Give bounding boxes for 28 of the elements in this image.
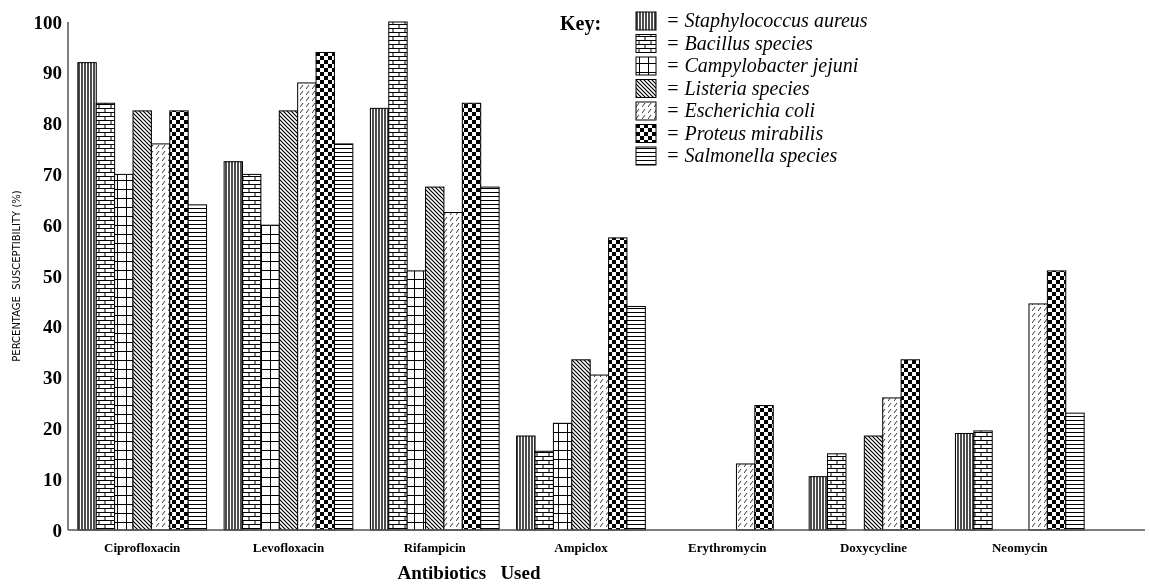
legend-label: = Campylobacter jejuni — [666, 54, 859, 77]
y-tick-label: 60 — [43, 214, 62, 236]
legend-label: = Salmonella species — [666, 144, 838, 167]
y-tick-label: 30 — [43, 367, 62, 389]
y-tick-label: 20 — [43, 418, 62, 440]
y-tick-label: 70 — [43, 164, 62, 186]
legend-label: = Escherichia coli — [666, 99, 816, 121]
legend-label: = Listeria species — [666, 76, 810, 100]
x-tick-label: Doxycycline — [839, 540, 908, 555]
y-tick-label: 80 — [43, 113, 62, 135]
legend-title: Key: — [560, 12, 602, 35]
y-axis-title: PERCENTAGE SUSCEPTIBILITY (%) — [11, 190, 22, 362]
x-axis-title: Antibiotics Used — [397, 562, 541, 583]
x-tick-label: Levofloxacin — [252, 540, 325, 555]
y-tick-label: 40 — [43, 316, 62, 338]
y-tick-label: 0 — [52, 519, 62, 541]
x-tick-label: Erythromycin — [688, 540, 768, 555]
x-tick-label: Neomycin — [991, 540, 1049, 555]
x-tick-label: Ampiclox — [554, 540, 609, 555]
legend-label: = Staphylococcus aureus — [666, 9, 868, 32]
x-tick-label: Rifampicin — [403, 540, 467, 555]
y-tick-label: 100 — [33, 11, 62, 33]
legend-label: = Bacillus species — [666, 31, 814, 55]
y-tick-label: 90 — [43, 62, 62, 84]
legend-label: = Proteus mirabilis — [666, 121, 824, 144]
y-tick-label: 50 — [43, 265, 62, 287]
x-tick-label: Ciprofloxacin — [104, 540, 182, 555]
y-tick-label: 10 — [43, 468, 62, 490]
